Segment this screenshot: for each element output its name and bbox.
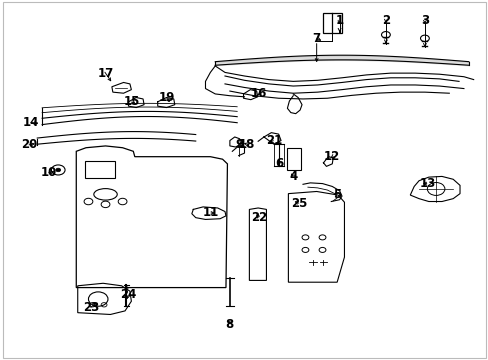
Text: 24: 24 (120, 288, 136, 301)
Text: 7: 7 (312, 32, 320, 45)
Bar (322, 13, 341, 33)
Text: 4: 4 (288, 170, 297, 183)
Text: 17: 17 (97, 67, 113, 80)
Text: 9: 9 (235, 138, 243, 151)
Text: 15: 15 (124, 95, 140, 108)
Text: 25: 25 (290, 197, 306, 210)
Circle shape (56, 168, 61, 172)
Text: 2: 2 (381, 14, 389, 27)
Text: 19: 19 (158, 91, 174, 104)
Text: 16: 16 (250, 87, 267, 100)
Text: 20: 20 (21, 138, 37, 151)
Text: 21: 21 (265, 134, 281, 147)
Text: 14: 14 (23, 116, 39, 129)
Bar (84, 161, 115, 178)
Text: 8: 8 (225, 318, 234, 331)
Text: 18: 18 (238, 138, 255, 150)
Text: 11: 11 (202, 207, 218, 220)
Text: 22: 22 (250, 211, 267, 224)
Text: 13: 13 (418, 177, 435, 190)
Bar (287, 148, 301, 170)
Text: 6: 6 (275, 157, 283, 170)
Text: 1: 1 (335, 14, 343, 27)
Text: 10: 10 (41, 166, 57, 179)
Text: 12: 12 (324, 150, 340, 163)
Text: 5: 5 (332, 188, 341, 201)
Text: 23: 23 (82, 301, 99, 314)
Text: 3: 3 (420, 14, 428, 27)
